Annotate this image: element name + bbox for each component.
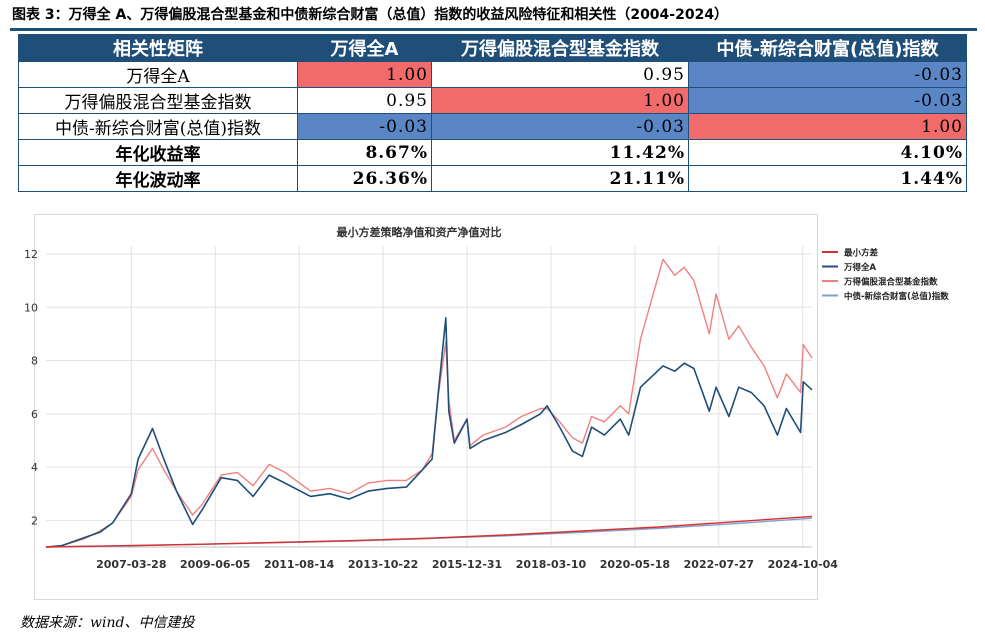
table-cell: -0.03 bbox=[688, 61, 967, 88]
row-label: 年化收益率 bbox=[18, 139, 298, 166]
x-tick-label: 2011-08-14 bbox=[264, 558, 335, 571]
x-tick-label: 2020-05-18 bbox=[600, 558, 670, 571]
y-tick-label: 12 bbox=[24, 248, 38, 261]
table-header-cell: 万得偏股混合型基金指数 bbox=[431, 34, 689, 62]
x-tick-label: 2007-03-28 bbox=[96, 558, 166, 571]
caption-divider bbox=[10, 28, 977, 31]
table-row: 万得偏股混合型基金指数 0.95 1.00 -0.03 bbox=[18, 87, 967, 114]
table-cell: 0.95 bbox=[431, 61, 689, 88]
table-cell: 0.95 bbox=[297, 87, 432, 114]
table-cell: 26.36% bbox=[297, 165, 432, 192]
table-header-cell: 万得全A bbox=[297, 34, 432, 62]
correlation-table: 相关性矩阵 万得全A 万得偏股混合型基金指数 中债-新综合财富(总值)指数 万得… bbox=[18, 34, 967, 192]
table-cell: 8.67% bbox=[297, 139, 432, 166]
legend-label: 最小方差 bbox=[844, 248, 879, 259]
table-header-cell: 中债-新综合财富(总值)指数 bbox=[688, 34, 967, 62]
y-tick-label: 2 bbox=[31, 514, 38, 527]
x-tick-label: 2024-10-04 bbox=[768, 558, 839, 571]
x-tick-label: 2022-07-27 bbox=[684, 558, 754, 571]
legend-label: 中债-新综合财富(总值)指数 bbox=[844, 291, 949, 302]
table-header-row: 相关性矩阵 万得全A 万得偏股混合型基金指数 中债-新综合财富(总值)指数 bbox=[18, 34, 967, 62]
series-line bbox=[45, 317, 813, 548]
y-tick-label: 8 bbox=[31, 355, 38, 368]
table-row: 年化波动率 26.36% 21.11% 1.44% bbox=[18, 165, 967, 192]
y-tick-label: 4 bbox=[31, 461, 38, 474]
table-cell: 1.44% bbox=[688, 165, 967, 192]
line-chart: 最小方差策略净值和资产净值对比 2 4 6 8 10 12 2007-03-28 2009-06… bbox=[24, 225, 949, 571]
table-row: 万得全A 1.00 0.95 -0.03 bbox=[18, 61, 967, 88]
legend-label: 万得偏股混合型基金指数 bbox=[843, 277, 938, 288]
table-row: 中债-新综合财富(总值)指数 -0.03 -0.03 1.00 bbox=[18, 113, 967, 140]
series-line bbox=[45, 258, 813, 548]
series-line bbox=[45, 517, 813, 548]
row-label: 年化波动率 bbox=[18, 165, 298, 192]
x-tick-label: 2018-03-10 bbox=[516, 558, 587, 571]
chart-frame bbox=[34, 214, 818, 600]
table-cell: 1.00 bbox=[431, 87, 689, 114]
row-label: 万得偏股混合型基金指数 bbox=[18, 87, 298, 114]
table-cell: -0.03 bbox=[431, 113, 689, 140]
x-tick-label: 2015-12-31 bbox=[432, 558, 502, 571]
table-cell: 1.00 bbox=[688, 113, 967, 140]
table-header-cell: 相关性矩阵 bbox=[18, 34, 298, 62]
row-label: 中债-新综合财富(总值)指数 bbox=[18, 113, 298, 140]
x-tick-label: 2009-06-05 bbox=[180, 558, 250, 571]
table-cell: -0.03 bbox=[688, 87, 967, 114]
table-cell: 1.00 bbox=[297, 61, 432, 88]
series-line bbox=[45, 515, 813, 548]
table-cell: 21.11% bbox=[431, 165, 689, 192]
chart-title: 最小方差策略净值和资产净值对比 bbox=[337, 225, 502, 239]
legend-label: 万得全A bbox=[843, 262, 877, 273]
y-tick-label: 10 bbox=[24, 301, 38, 314]
source-note: 数据来源：wind、中信建投 bbox=[20, 615, 195, 631]
table-cell: 11.42% bbox=[431, 139, 689, 166]
y-tick-label: 6 bbox=[31, 408, 38, 421]
figure-caption: 图表 3：万得全 A、万得偏股混合型基金和中债新综合财富（总值）指数的收益风险特… bbox=[12, 7, 729, 23]
x-tick-label: 2013-10-22 bbox=[348, 558, 418, 571]
table-cell: 4.10% bbox=[688, 139, 967, 166]
table-row: 年化收益率 8.67% 11.42% 4.10% bbox=[18, 139, 967, 166]
table-cell: -0.03 bbox=[297, 113, 432, 140]
row-label: 万得全A bbox=[18, 61, 298, 88]
